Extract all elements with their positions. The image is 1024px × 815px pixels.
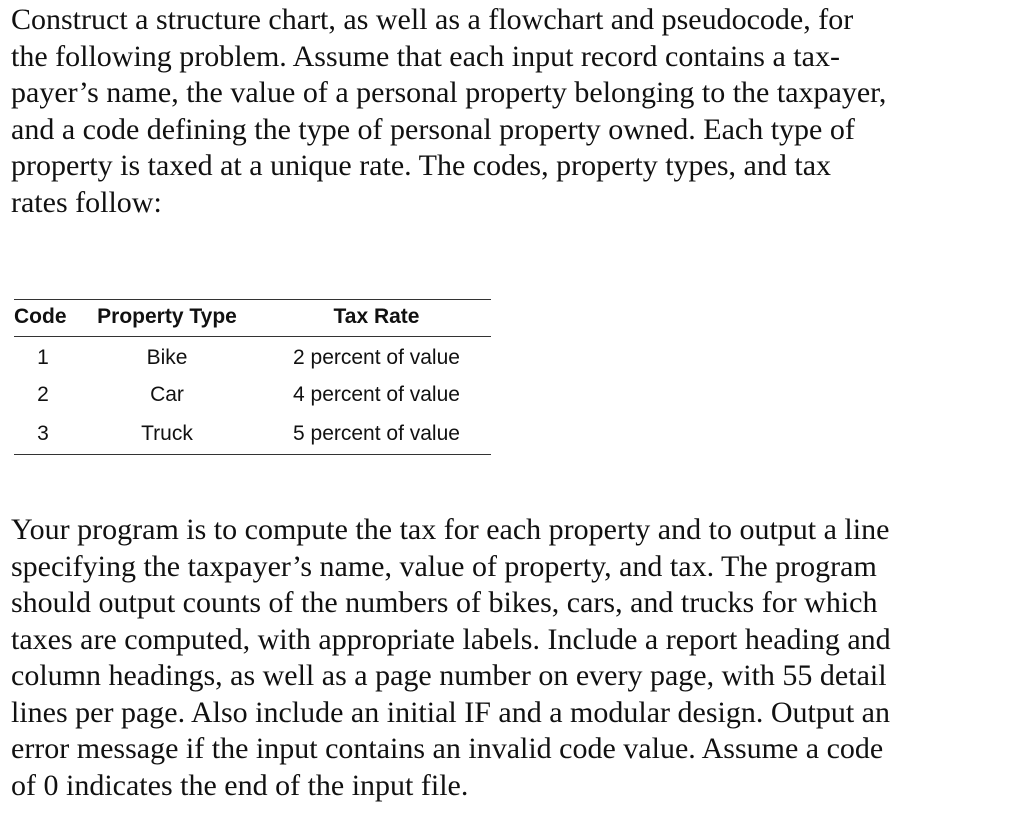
table-row: 3 Truck 5 percent of value bbox=[14, 414, 491, 455]
intro-paragraph: Construct a structure chart, as well as … bbox=[11, 2, 886, 221]
text-line: lines per page. Also include an initial … bbox=[11, 695, 890, 729]
text-line: specifying the taxpayer’s name, value of… bbox=[11, 549, 877, 583]
table-row: 2 Car 4 percent of value bbox=[14, 377, 491, 415]
table-row: 1 Bike 2 percent of value bbox=[14, 337, 491, 377]
requirements-paragraph: Your program is to compute the tax for e… bbox=[11, 512, 891, 804]
text-line: Construct a structure chart, as well as … bbox=[11, 3, 854, 36]
cell-property-type: Truck bbox=[72, 414, 262, 455]
header-code: Code bbox=[14, 299, 72, 337]
text-line: column headings, as well as a page numbe… bbox=[11, 659, 887, 692]
cell-tax-rate: 2 percent of value bbox=[293, 345, 460, 369]
cell-tax-rate: 5 percent of value bbox=[262, 414, 491, 455]
text-line: payer’s name, the value of a personal pr… bbox=[11, 76, 887, 109]
text-line: should output counts of the numbers of b… bbox=[11, 586, 878, 619]
table-header-row: Code Property Type Tax Rate bbox=[14, 299, 491, 337]
text-line: Your program is to compute the tax for e… bbox=[11, 513, 890, 546]
cell-code: 3 bbox=[14, 414, 72, 455]
header-property-type: Property Type bbox=[72, 299, 262, 337]
cell-code: 1 bbox=[37, 345, 49, 369]
cell-property-type: Car bbox=[150, 383, 184, 407]
header-tax-rate: Tax Rate bbox=[262, 299, 491, 337]
cell-property-type: Bike bbox=[146, 345, 188, 369]
text-line: taxes are computed, with appropriate lab… bbox=[11, 622, 891, 656]
text-line: property is taxed at a unique rate. The … bbox=[11, 149, 832, 182]
text-line: of 0 indicates the end of the input file… bbox=[11, 768, 469, 802]
tax-rate-table: Code Property Type Tax Rate 1 Bike 2 per… bbox=[14, 299, 491, 455]
text-line: error message if the input contains an i… bbox=[11, 732, 884, 765]
text-line: rates follow: bbox=[11, 185, 162, 219]
cell-code: 2 bbox=[37, 383, 49, 407]
cell-tax-rate: 4 percent of value bbox=[293, 383, 460, 407]
text-line: the following problem. Assume that each … bbox=[11, 39, 840, 73]
text-line: and a code defining the type of personal… bbox=[11, 112, 855, 146]
